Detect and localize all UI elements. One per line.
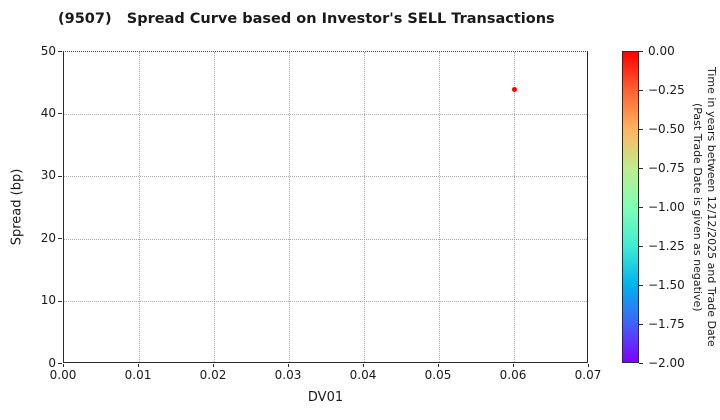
colorbar-gradient <box>622 51 639 363</box>
colorbar-tick-mark <box>639 90 643 91</box>
y-tick-mark <box>58 113 62 115</box>
colorbar-tick-label: 0.00 <box>648 44 675 58</box>
y-tick-mark <box>58 175 62 177</box>
plot-area <box>63 51 588 363</box>
colorbar-tick-label: −2.00 <box>648 356 685 370</box>
colorbar-tick-mark <box>639 168 643 169</box>
colorbar-tick-mark <box>639 324 643 325</box>
data-point <box>511 86 517 92</box>
chart-title: (9507) Spread Curve based on Investor's … <box>58 11 555 27</box>
x-tick-label: 0.01 <box>124 368 152 382</box>
colorbar-tick-mark <box>639 51 643 52</box>
colorbar-tick-mark <box>639 207 643 208</box>
y-tick-mark <box>58 51 62 52</box>
x-tick-mark <box>438 364 439 367</box>
x-tick-mark <box>363 364 364 367</box>
x-tick-mark <box>138 364 139 367</box>
x-gridline <box>513 52 515 362</box>
y-tick-label: 50 <box>40 43 56 58</box>
colorbar-tick-label: −0.25 <box>648 83 685 97</box>
colorbar-tick-label: −0.75 <box>648 161 685 175</box>
x-gridline <box>138 52 140 362</box>
colorbar-label-line2: (Past Trade Date is given as negative) <box>691 102 704 312</box>
x-tick-label: 0.05 <box>424 368 452 382</box>
colorbar-label: Time in years between 12/12/2025 and Tra… <box>686 38 718 376</box>
colorbar-tick-label: −1.25 <box>648 239 685 253</box>
y-gridline <box>64 113 587 115</box>
colorbar-tick-mark <box>639 246 643 247</box>
colorbar-tick-mark <box>639 285 643 286</box>
y-tick-mark <box>58 300 62 302</box>
x-gridline <box>288 52 290 362</box>
x-tick-mark <box>213 364 214 367</box>
colorbar-tick-label: −1.50 <box>648 278 685 292</box>
y-gridline <box>64 238 587 240</box>
x-tick-label: 0.03 <box>274 368 302 382</box>
x-tick-label: 0.02 <box>199 368 227 382</box>
y-gridline <box>64 176 587 178</box>
x-tick-label: 0.07 <box>574 368 602 382</box>
x-tick-mark <box>63 364 64 367</box>
y-gridline <box>64 301 587 303</box>
colorbar-tick-label: −0.50 <box>648 122 685 136</box>
y-tick-mark <box>58 238 62 240</box>
x-axis-label: DV01 <box>307 390 344 405</box>
x-tick-label: 0.00 <box>49 368 77 382</box>
y-tick-label: 0 <box>48 355 56 370</box>
x-gridline <box>363 52 365 362</box>
x-tick-mark <box>588 364 589 367</box>
x-gridline <box>438 52 440 362</box>
y-tick-label: 40 <box>40 105 56 120</box>
x-tick-label: 0.06 <box>499 368 527 382</box>
colorbar-tick-mark <box>639 363 643 364</box>
x-tick-mark <box>288 364 289 367</box>
y-tick-label: 20 <box>40 230 56 245</box>
y-tick-label: 30 <box>40 168 56 183</box>
y-tick-label: 10 <box>40 293 56 308</box>
colorbar-tick-label: −1.00 <box>648 200 685 214</box>
colorbar-tick-label: −1.75 <box>648 317 685 331</box>
x-tick-label: 0.04 <box>349 368 377 382</box>
x-gridline <box>213 52 215 362</box>
colorbar-label-line1: Time in years between 12/12/2025 and Tra… <box>705 67 718 347</box>
colorbar-tick-mark <box>639 129 643 130</box>
x-tick-mark <box>513 364 514 367</box>
y-tick-mark <box>58 363 62 364</box>
